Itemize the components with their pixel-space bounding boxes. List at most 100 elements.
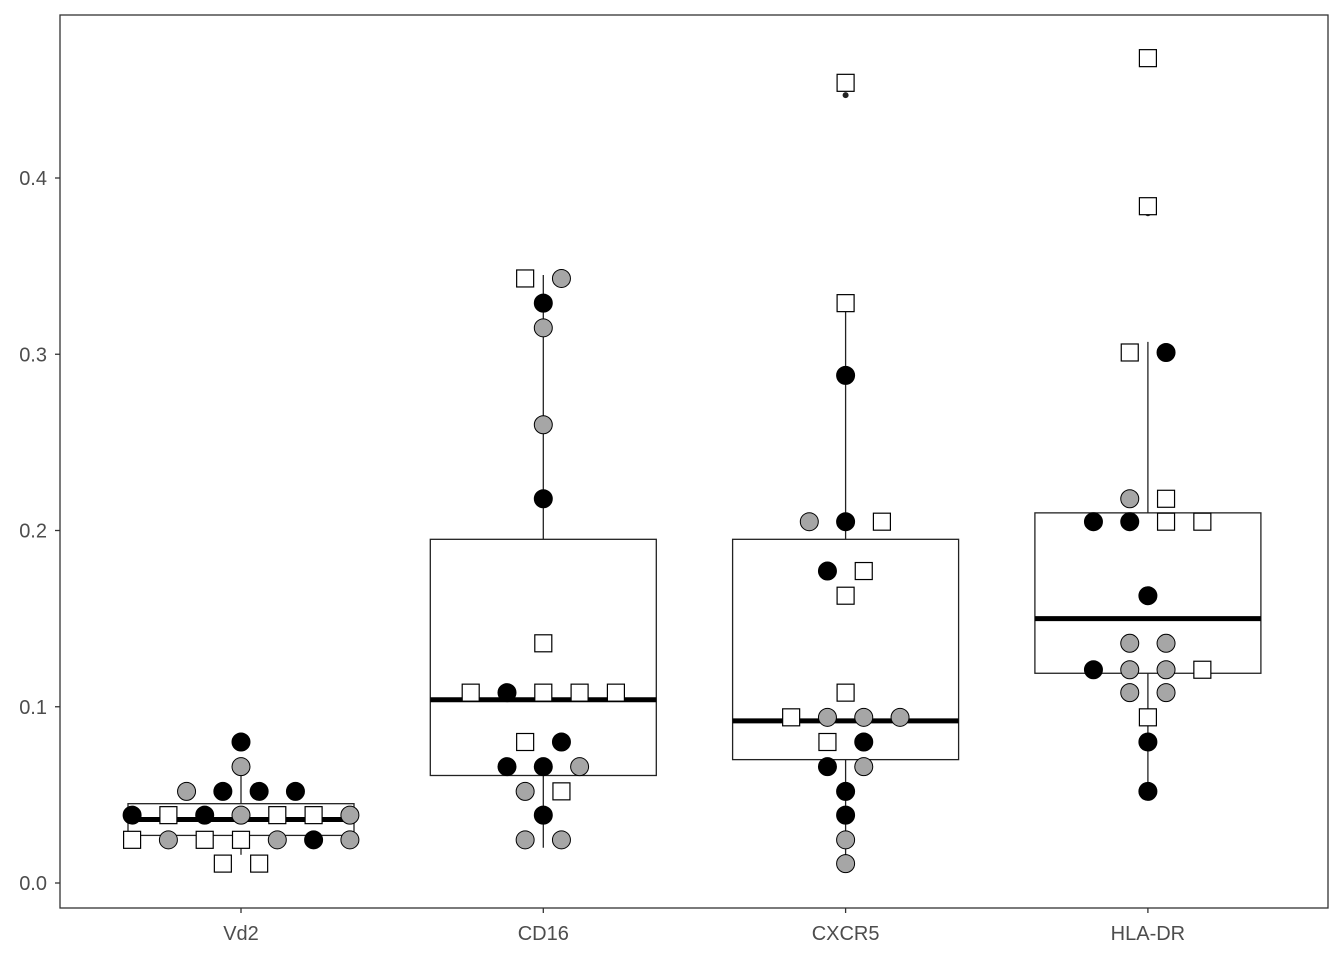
gray-circle-point bbox=[340, 830, 360, 850]
box-iqr bbox=[731, 538, 960, 761]
square-point bbox=[1120, 343, 1139, 362]
gray-circle-point bbox=[890, 707, 910, 727]
gray-circle-point bbox=[231, 805, 251, 825]
black-circle-point bbox=[533, 489, 553, 509]
square-point bbox=[534, 683, 553, 702]
gray-circle-point bbox=[836, 854, 856, 874]
square-point bbox=[516, 732, 535, 752]
black-circle-point bbox=[836, 781, 856, 801]
black-circle-point bbox=[551, 732, 571, 752]
gray-circle-point bbox=[515, 781, 535, 801]
square-point bbox=[304, 806, 323, 825]
black-circle-point bbox=[1083, 512, 1103, 532]
y-tick-label: 0.4 bbox=[19, 168, 47, 190]
square-point bbox=[1138, 197, 1158, 216]
black-circle-point bbox=[533, 757, 553, 777]
gray-circle-point bbox=[340, 805, 360, 825]
square-point bbox=[836, 73, 855, 92]
points-hla-dr bbox=[1083, 49, 1212, 801]
gray-circle-point bbox=[158, 830, 178, 850]
y-tick-label: 0.3 bbox=[19, 344, 47, 366]
square-point bbox=[122, 830, 142, 849]
black-circle-point bbox=[285, 781, 305, 801]
points-cxcr5 bbox=[782, 73, 910, 874]
points-vd2 bbox=[122, 732, 360, 873]
gray-circle-point bbox=[267, 830, 287, 850]
gray-circle-point bbox=[1156, 660, 1176, 680]
square-point bbox=[1138, 708, 1158, 727]
black-circle-point bbox=[1138, 732, 1158, 752]
black-circle-point bbox=[836, 805, 856, 825]
x-tick-label: CXCR5 bbox=[812, 923, 880, 945]
gray-circle-point bbox=[533, 318, 553, 338]
square-point bbox=[606, 683, 626, 702]
black-circle-point bbox=[533, 805, 553, 825]
y-tick-label: 0.1 bbox=[19, 697, 47, 719]
square-point bbox=[570, 683, 589, 702]
square-point bbox=[818, 732, 837, 752]
y-tick-label: 0.0 bbox=[19, 873, 47, 895]
square-point bbox=[250, 854, 269, 873]
square-point bbox=[213, 854, 232, 873]
square-point bbox=[1193, 660, 1212, 679]
gray-circle-point bbox=[836, 830, 856, 850]
y-tick-label: 0.2 bbox=[19, 521, 47, 543]
square-point bbox=[1138, 49, 1158, 68]
box-hla-dr bbox=[1034, 210, 1262, 792]
black-circle-point bbox=[836, 512, 856, 532]
square-point bbox=[836, 586, 855, 605]
gray-circle-point bbox=[1156, 633, 1176, 653]
plot-marks bbox=[122, 49, 1262, 874]
gray-circle-point bbox=[854, 707, 874, 727]
gray-circle-point bbox=[515, 830, 535, 850]
black-circle-point bbox=[533, 293, 553, 313]
gray-circle-point bbox=[799, 512, 819, 532]
square-point bbox=[854, 561, 873, 581]
x-tick-label: CD16 bbox=[518, 923, 569, 945]
black-circle-point bbox=[231, 732, 251, 752]
black-circle-point bbox=[213, 781, 233, 801]
square-point bbox=[552, 782, 571, 801]
gray-circle-point bbox=[1156, 683, 1176, 703]
square-point bbox=[516, 269, 535, 288]
box-iqr bbox=[429, 538, 657, 777]
square-point bbox=[231, 830, 251, 849]
black-circle-point bbox=[122, 805, 142, 825]
y-axis: 0.0 0.1 0.2 0.3 0.4 bbox=[19, 168, 60, 895]
box-cd16 bbox=[429, 274, 657, 848]
black-circle-point bbox=[195, 805, 215, 825]
square-point bbox=[461, 683, 480, 702]
black-circle-point bbox=[836, 365, 856, 385]
square-point bbox=[782, 708, 801, 727]
black-circle-point bbox=[1120, 512, 1140, 532]
gray-circle-point bbox=[1120, 660, 1140, 680]
box-cxcr5 bbox=[731, 92, 960, 861]
square-point bbox=[268, 806, 287, 825]
gray-circle-point bbox=[177, 781, 197, 801]
square-point bbox=[836, 294, 855, 313]
black-circle-point bbox=[1138, 781, 1158, 801]
gray-circle-point bbox=[854, 757, 874, 777]
plot-panel-border bbox=[59, 14, 1329, 909]
gray-circle-point bbox=[551, 268, 571, 288]
black-circle-point bbox=[817, 757, 837, 777]
square-point bbox=[534, 634, 553, 653]
black-circle-point bbox=[497, 757, 517, 777]
x-tick-label: Vd2 bbox=[223, 923, 259, 945]
gray-circle-point bbox=[817, 707, 837, 727]
gray-circle-point bbox=[1120, 683, 1140, 703]
gray-circle-point bbox=[1120, 633, 1140, 653]
square-point bbox=[836, 683, 855, 702]
black-circle-point bbox=[304, 830, 324, 850]
black-circle-point bbox=[1083, 660, 1103, 680]
square-point bbox=[1193, 512, 1212, 531]
x-axis: Vd2 CD16 CXCR5 HLA-DR bbox=[223, 908, 1185, 945]
black-circle-point bbox=[497, 683, 517, 703]
points-cd16 bbox=[461, 268, 626, 850]
square-point bbox=[159, 806, 178, 825]
square-point bbox=[872, 512, 892, 531]
black-circle-point bbox=[1156, 342, 1176, 362]
square-point bbox=[195, 830, 214, 849]
black-circle-point bbox=[249, 781, 269, 801]
